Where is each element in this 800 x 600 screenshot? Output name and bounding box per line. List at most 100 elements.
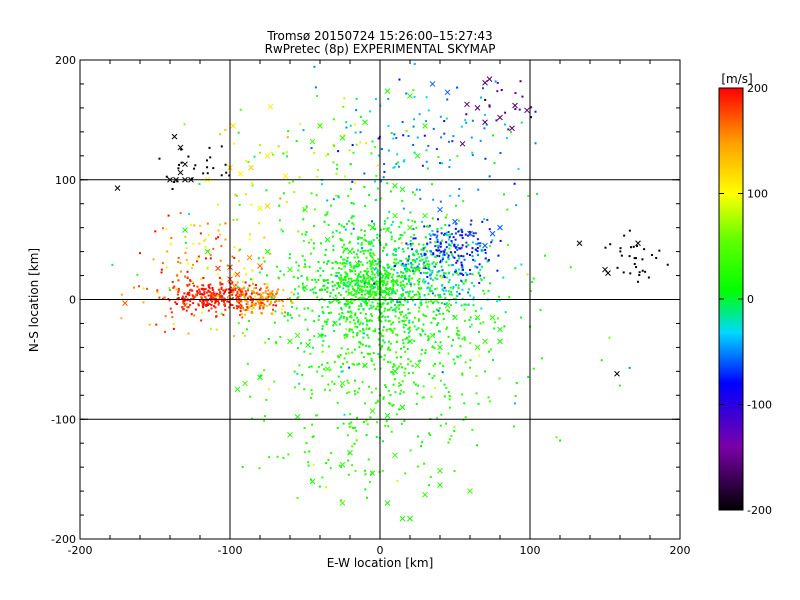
scatter-point (364, 300, 367, 303)
scatter-point (488, 350, 491, 353)
scatter-point (251, 308, 254, 311)
scatter-point (278, 299, 281, 302)
scatter-point (366, 301, 369, 304)
scatter-point (380, 320, 383, 323)
scatter-point (456, 294, 459, 297)
scatter-point (365, 277, 368, 280)
scatter-point (375, 292, 378, 295)
cross-stroke (347, 449, 353, 456)
scatter-point (343, 225, 346, 228)
scatter-point (448, 224, 451, 227)
scatter-point (338, 223, 341, 226)
scatter-point (345, 284, 348, 287)
cross-stroke (234, 386, 241, 393)
scatter-point (286, 136, 289, 139)
scatter-point (382, 339, 385, 342)
scatter-point (443, 292, 446, 295)
scatter-point (225, 288, 228, 291)
scatter-point (432, 233, 435, 236)
scatter-cross (437, 467, 443, 474)
scatter-point (265, 296, 268, 299)
scatter-point (350, 202, 353, 205)
scatter-point (370, 391, 373, 394)
scatter-point (426, 271, 429, 274)
scatter-point (344, 333, 347, 336)
scatter-point (349, 163, 352, 166)
scatter-point (442, 271, 445, 274)
scatter-point (282, 273, 285, 276)
scatter-point (382, 326, 385, 329)
scatter-point (407, 135, 410, 138)
scatter-point (229, 282, 232, 285)
scatter-point (486, 260, 489, 263)
scatter-point (435, 308, 438, 311)
scatter-point (277, 276, 280, 279)
scatter-point (238, 249, 241, 252)
scatter-point (372, 239, 375, 242)
y-tick-label: -100 (51, 413, 76, 426)
scatter-point (414, 220, 417, 223)
scatter-point (335, 167, 338, 170)
scatter-point (273, 301, 276, 304)
scatter-point (351, 180, 354, 183)
scatter-point (396, 280, 399, 283)
scatter-point (268, 303, 271, 306)
scatter-point (480, 279, 483, 282)
scatter-point (232, 291, 235, 294)
scatter-cross (407, 93, 413, 99)
scatter-point (421, 441, 424, 444)
scatter-point (175, 303, 178, 306)
scatter-point (474, 248, 477, 251)
scatter-point (220, 296, 223, 299)
scatter-point (235, 294, 238, 297)
cross-stroke (237, 170, 244, 177)
scatter-point (390, 268, 393, 271)
scatter-point (472, 235, 475, 238)
scatter-point (237, 287, 240, 290)
scatter-point (234, 193, 237, 196)
scatter-point (288, 253, 291, 256)
scatter-point (387, 346, 390, 349)
scatter-point (363, 230, 366, 233)
scatter-point (395, 136, 398, 139)
scatter-point (355, 278, 358, 281)
scatter-point (259, 374, 262, 377)
scatter-point (420, 348, 423, 351)
scatter-point (330, 273, 333, 276)
scatter-cross (392, 368, 398, 375)
scatter-point (368, 319, 371, 322)
scatter-point (476, 250, 479, 253)
scatter-point (187, 262, 190, 265)
scatter-point (437, 156, 440, 159)
scatter-point (488, 400, 491, 403)
scatter-point (306, 278, 309, 281)
cross-stroke (384, 290, 391, 297)
scatter-point (425, 96, 428, 99)
scatter-point (260, 301, 263, 304)
scatter-point (474, 310, 477, 313)
cross-stroke (429, 332, 436, 339)
scatter-point (360, 243, 363, 246)
scatter-point (357, 236, 360, 239)
scatter-point (345, 316, 348, 319)
scatter-point (302, 286, 305, 289)
scatter-point (436, 254, 439, 257)
scatter-point (336, 262, 339, 265)
scatter-point (476, 238, 479, 241)
scatter-point (192, 242, 195, 245)
scatter-point (449, 286, 452, 289)
scatter-point (394, 254, 397, 257)
scatter-point (251, 269, 254, 272)
scatter-point (254, 295, 257, 298)
scatter-point (472, 232, 475, 235)
scatter-point (301, 282, 304, 285)
scatter-point (434, 317, 437, 320)
scatter-point (436, 234, 439, 237)
cross-stroke (399, 515, 406, 522)
scatter-cross (309, 478, 316, 485)
scatter-point (464, 279, 467, 282)
scatter-point (460, 254, 463, 257)
cross-stroke (354, 260, 361, 267)
scatter-point (214, 301, 217, 304)
cross-stroke (392, 368, 398, 375)
